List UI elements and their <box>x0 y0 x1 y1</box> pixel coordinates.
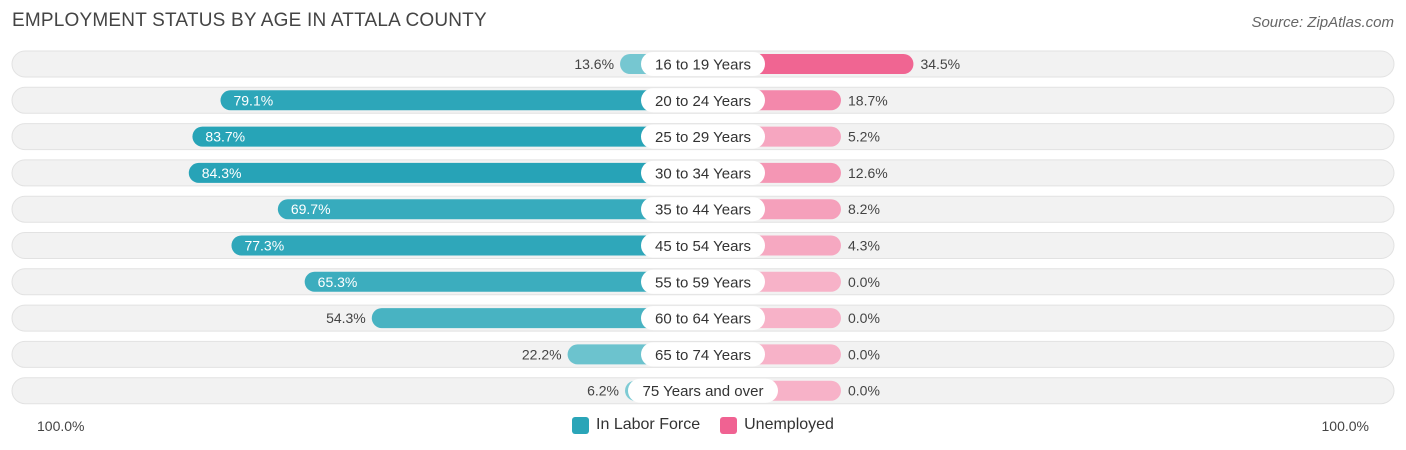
category-label: 75 Years and over <box>643 383 764 400</box>
category-label: 20 to 24 Years <box>655 93 751 110</box>
category-label: 30 to 34 Years <box>655 165 751 182</box>
value-label-labor-force: 54.3% <box>326 310 366 326</box>
value-label-unemployed: 8.2% <box>848 201 880 217</box>
value-label-unemployed: 18.7% <box>848 92 888 108</box>
bar-labor-force[interactable] <box>220 90 704 111</box>
category-pill <box>641 342 765 367</box>
category-label: 60 to 64 Years <box>655 311 751 328</box>
category-pill <box>628 378 778 403</box>
category-pill <box>641 197 765 222</box>
value-label-unemployed: 0.0% <box>848 383 880 399</box>
category-pill <box>641 124 765 149</box>
value-label-labor-force: 84.3% <box>202 165 242 181</box>
value-label-unemployed: 12.6% <box>848 165 888 181</box>
legend-item-labor-force[interactable]: In Labor Force <box>572 416 700 434</box>
category-pill <box>641 233 765 258</box>
category-label: 16 to 19 Years <box>655 57 751 74</box>
category-label: 25 to 29 Years <box>655 129 751 146</box>
axis-left-label: 100.0% <box>37 418 85 434</box>
legend-label-unemployed: Unemployed <box>744 416 834 433</box>
value-label-unemployed: 4.3% <box>848 238 880 254</box>
value-label-unemployed: 0.0% <box>848 346 880 362</box>
category-pill <box>641 269 765 294</box>
value-label-labor-force: 69.7% <box>291 201 331 217</box>
category-pill <box>641 306 765 331</box>
bar-labor-force[interactable] <box>192 126 703 147</box>
legend-swatch-unemployed <box>720 416 738 434</box>
value-label-labor-force: 79.1% <box>233 92 273 108</box>
category-label: 65 to 74 Years <box>655 347 751 364</box>
bar-labor-force[interactable] <box>371 308 703 329</box>
value-label-labor-force: 65.3% <box>318 274 358 290</box>
value-label-labor-force: 77.3% <box>244 238 284 254</box>
value-label-labor-force: 6.2% <box>587 383 619 399</box>
chart-title: EMPLOYMENT STATUS BY AGE IN ATTALA COUNT… <box>12 10 487 31</box>
bar-labor-force[interactable] <box>277 199 703 220</box>
value-label-unemployed: 5.2% <box>848 129 880 145</box>
value-label-labor-force: 22.2% <box>522 346 562 362</box>
value-label-unemployed: 34.5% <box>920 56 960 72</box>
value-label-unemployed: 0.0% <box>848 310 880 326</box>
value-label-unemployed: 0.0% <box>848 274 880 290</box>
bar-labor-force[interactable] <box>231 235 703 256</box>
value-label-labor-force: 83.7% <box>205 129 245 145</box>
category-label: 55 to 59 Years <box>655 274 751 291</box>
legend-swatch-labor-force <box>572 416 590 434</box>
value-label-labor-force: 13.6% <box>574 56 614 72</box>
bar-labor-force[interactable] <box>188 162 703 183</box>
category-pill <box>641 52 765 76</box>
legend-label-labor-force: In Labor Force <box>596 416 701 433</box>
category-label: 45 to 54 Years <box>655 238 751 255</box>
legend: In Labor Force Unemployed <box>0 416 1406 434</box>
category-label: 35 to 44 Years <box>655 202 751 219</box>
source-credit: Source: ZipAtlas.com <box>1251 14 1394 31</box>
category-pill <box>641 88 765 113</box>
bar-labor-force[interactable] <box>304 271 703 292</box>
axis-right-label: 100.0% <box>1321 418 1369 434</box>
legend-item-unemployed[interactable]: Unemployed <box>720 416 834 434</box>
category-pill <box>641 160 765 185</box>
